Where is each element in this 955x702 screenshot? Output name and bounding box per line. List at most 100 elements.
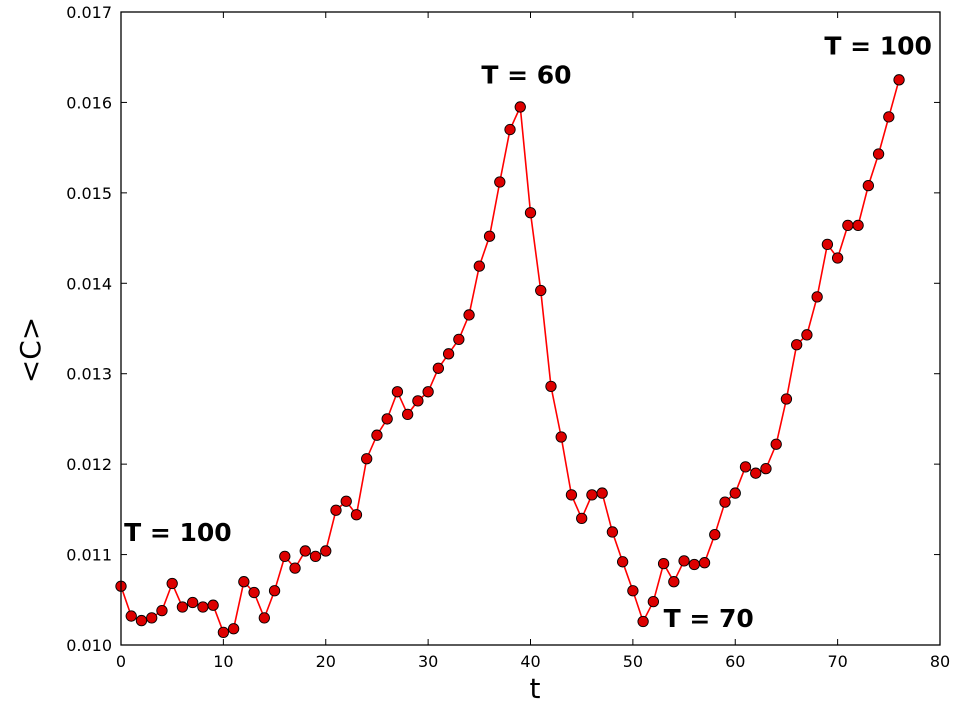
data-point (514, 101, 526, 113)
x-tick-label: 20 (316, 652, 336, 671)
data-point (146, 612, 158, 624)
data-point (166, 577, 178, 590)
data-point (565, 489, 578, 501)
data-point (381, 413, 393, 425)
data-point (596, 487, 608, 499)
data-point (698, 557, 711, 569)
data-point (524, 207, 537, 219)
y-tick-label: 0.014 (66, 274, 112, 293)
data-point (361, 453, 373, 465)
data-point (770, 438, 782, 450)
data-point (842, 219, 854, 232)
data-point (872, 148, 885, 160)
data-point (453, 333, 465, 345)
data-point (320, 545, 332, 557)
data-point (248, 586, 260, 599)
data-point (616, 556, 629, 568)
y-tick-label: 0.015 (66, 184, 112, 203)
data-point (330, 504, 342, 516)
data-point (504, 123, 516, 136)
data-point (391, 386, 404, 398)
data-point (125, 610, 137, 622)
data-point (463, 309, 475, 321)
data-point (668, 576, 680, 588)
data-point (289, 562, 301, 574)
temperature-annotation: T = 100 (824, 32, 932, 61)
series-line (120, 79, 900, 634)
y-tick-label: 0.017 (66, 3, 112, 22)
data-point (750, 467, 762, 479)
data-point (401, 408, 414, 421)
data-point (729, 487, 741, 499)
data-point (135, 614, 148, 627)
data-point (545, 380, 557, 393)
data-point (483, 230, 496, 242)
data-point (176, 601, 189, 613)
data-point (709, 529, 721, 541)
data-point (432, 362, 445, 374)
data-point (852, 219, 864, 232)
data-point (576, 512, 588, 525)
data-point (258, 612, 270, 624)
data-point (606, 526, 619, 538)
data-point (207, 599, 219, 611)
temperature-annotation: T = 100 (124, 518, 232, 547)
data-point (811, 291, 823, 303)
y-tick-label: 0.016 (66, 93, 112, 112)
data-point (268, 585, 281, 597)
y-tick-label: 0.010 (66, 636, 112, 655)
data-point (309, 550, 322, 563)
data-point (780, 393, 793, 405)
data-point (412, 395, 424, 407)
data-point (227, 623, 240, 635)
data-point (535, 284, 547, 297)
data-point (442, 348, 455, 360)
data-point (791, 339, 803, 351)
x-tick-label: 50 (623, 652, 643, 671)
data-point (688, 558, 700, 571)
data-point (821, 238, 834, 251)
data-point (883, 111, 895, 123)
x-tick-label: 30 (418, 652, 438, 671)
data-point (238, 576, 250, 588)
y-tick-label: 0.012 (66, 455, 112, 474)
data-point (862, 179, 874, 192)
data-point (586, 489, 598, 501)
data-point (197, 601, 209, 613)
x-tick-label: 40 (520, 652, 540, 671)
data-point (831, 252, 844, 264)
data-point (657, 557, 670, 570)
data-point (801, 329, 813, 341)
temperature-annotation: T = 70 (664, 604, 754, 633)
data-point (494, 176, 506, 188)
x-tick-label: 70 (827, 652, 847, 671)
data-point (156, 604, 168, 617)
temperature-annotation: T = 60 (481, 60, 571, 89)
data-point (299, 545, 311, 557)
data-point (340, 495, 352, 507)
data-point (647, 595, 659, 608)
data-point (555, 431, 567, 443)
data-point (422, 386, 434, 398)
x-tick-label: 10 (213, 652, 233, 671)
data-point (739, 461, 752, 473)
data-point (279, 550, 291, 563)
data-point (719, 496, 731, 508)
data-point (637, 615, 649, 628)
data-point (678, 555, 690, 567)
x-tick-label: 80 (930, 652, 950, 671)
data-point (350, 509, 363, 521)
data-point (187, 596, 199, 609)
data-point (217, 626, 230, 638)
data-point (473, 260, 485, 272)
data-point (371, 429, 383, 441)
x-tick-label: 0 (116, 652, 126, 671)
y-tick-label: 0.011 (66, 546, 112, 565)
plot-frame (120, 11, 941, 646)
data-point (893, 74, 905, 86)
data-point (760, 463, 772, 475)
data-point (627, 585, 639, 597)
y-axis-label: <C> (14, 317, 47, 383)
x-tick-label: 60 (725, 652, 745, 671)
